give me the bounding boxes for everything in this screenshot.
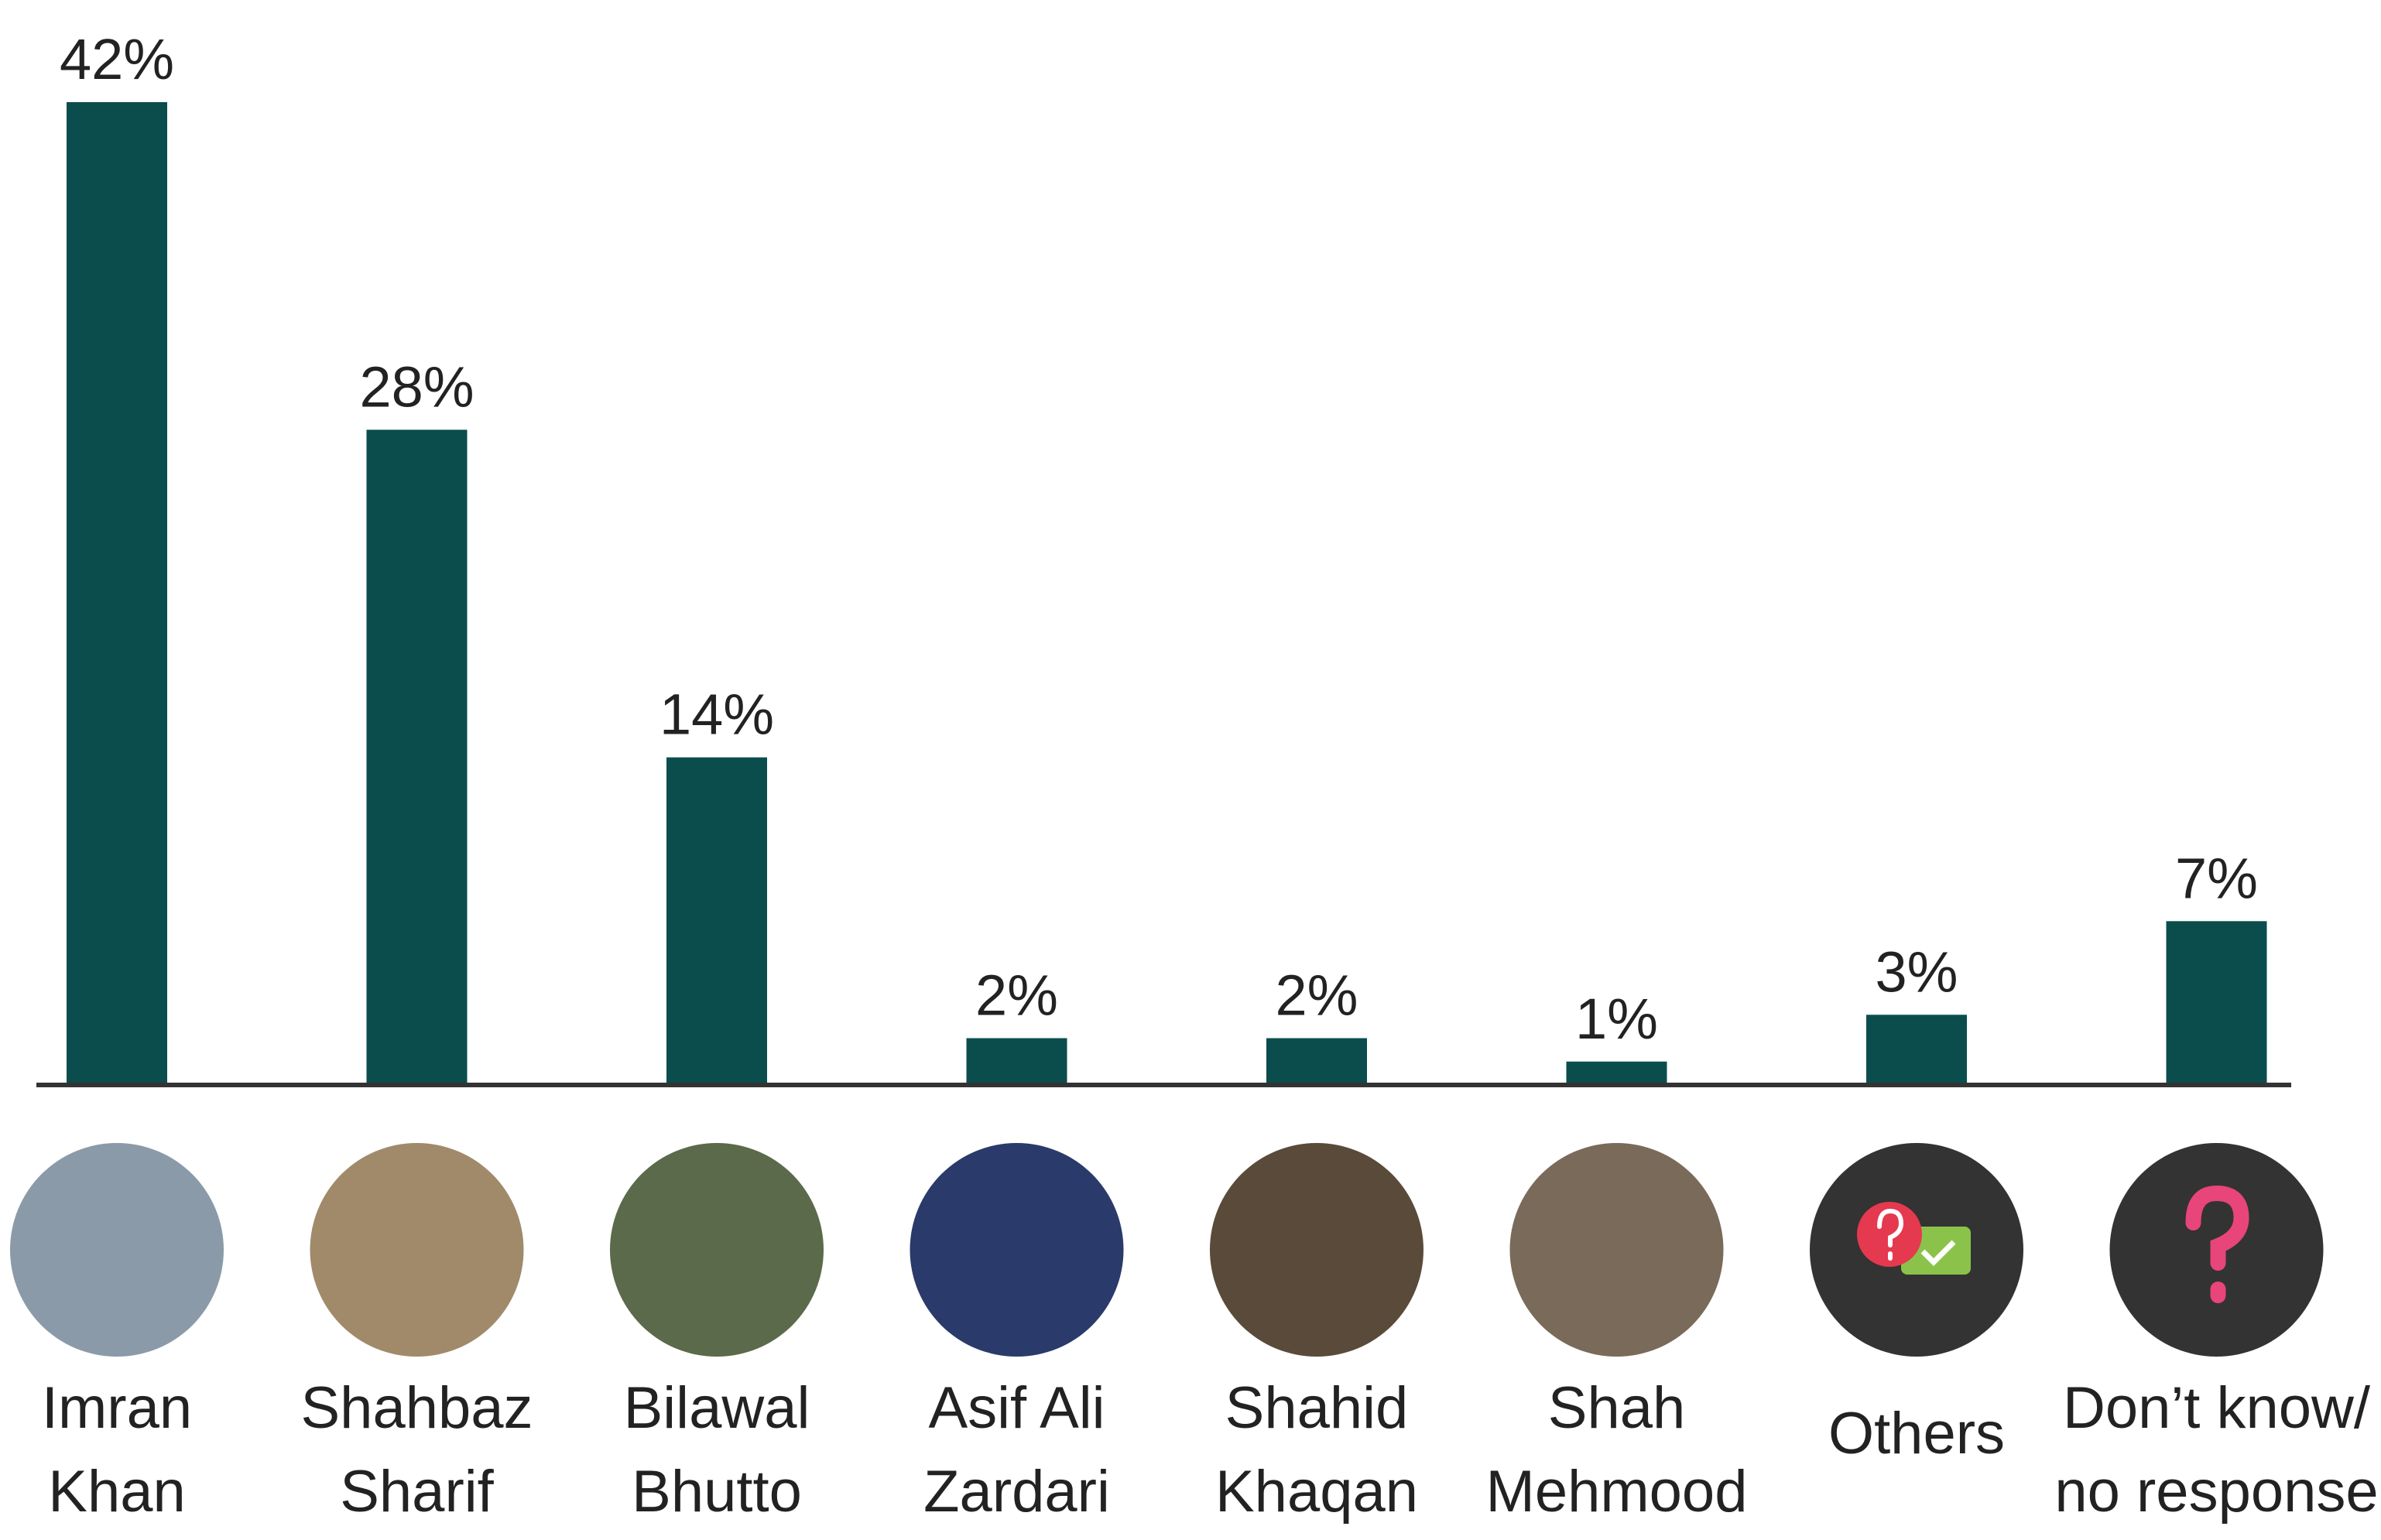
bar — [2167, 921, 2267, 1085]
x-tick-label: Shahbaz — [300, 1375, 533, 1441]
bar — [367, 429, 468, 1085]
x-tick-label: Khaqan — [1215, 1459, 1418, 1525]
x-tick-label: Bilawal — [624, 1375, 810, 1441]
bar — [1266, 1039, 1367, 1085]
bar — [1866, 1015, 1967, 1085]
value-label: 1% — [1575, 987, 1658, 1051]
bar — [67, 102, 167, 1085]
value-label: 3% — [1876, 939, 1958, 1004]
bar — [967, 1039, 1067, 1085]
value-label: 28% — [359, 354, 474, 419]
value-label: 2% — [1276, 963, 1358, 1028]
page: 42% Imran Khan 28% Shahbaz Sharif 14% Bilawal Bh… — [0, 0, 2381, 1540]
avatar — [610, 1143, 824, 1357]
value-label: 42% — [60, 27, 174, 91]
x-tick-label: no response — [2054, 1459, 2378, 1525]
x-tick-label: Shah — [1548, 1375, 1686, 1441]
value-label: 2% — [975, 963, 1058, 1028]
x-tick-label: Mehmood — [1486, 1459, 1748, 1525]
value-label: 14% — [659, 683, 774, 747]
x-tick-label: Don’t know/ — [2063, 1375, 2371, 1441]
x-tick-label: Bhutto — [632, 1459, 802, 1525]
avatar — [910, 1143, 1124, 1357]
bar — [666, 758, 767, 1085]
bar — [1567, 1062, 1667, 1085]
avatar — [10, 1143, 224, 1357]
avatar — [1510, 1143, 1724, 1357]
x-tick-label: Others — [1828, 1401, 2005, 1466]
x-tick-label: Asif Ali — [928, 1375, 1105, 1441]
value-label: 7% — [2175, 846, 2258, 910]
avatar — [310, 1143, 524, 1357]
x-tick-label: Shahid — [1225, 1375, 1409, 1441]
x-tick-label: Imran — [42, 1375, 192, 1441]
x-tick-label: Zardari — [923, 1459, 1110, 1525]
x-tick-label: Sharif — [340, 1459, 494, 1525]
chart: 42% Imran Khan 28% Shahbaz Sharif 14% Bilawal Bh… — [0, 0, 2381, 1540]
avatar — [1210, 1143, 1423, 1357]
x-tick-label: Khan — [48, 1459, 186, 1525]
